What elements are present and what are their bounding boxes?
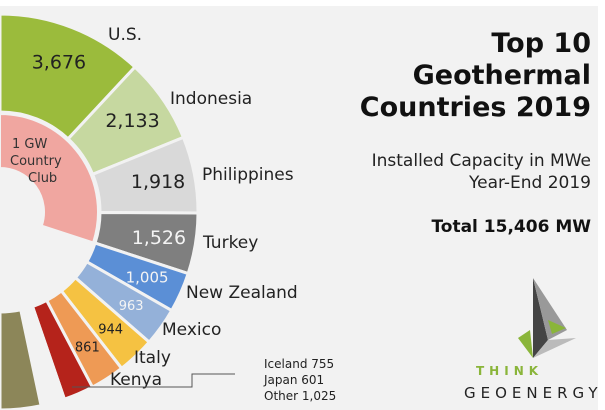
value-label: 944 xyxy=(98,322,123,337)
value-label: 1,918 xyxy=(131,171,185,193)
inner-group-label: Country xyxy=(10,154,62,169)
value-label: 2,133 xyxy=(105,110,159,132)
inner-group-label: Club xyxy=(28,171,57,186)
category-label: New Zealand xyxy=(186,283,298,303)
category-label: Kenya xyxy=(110,370,162,390)
chart-subtitle: Installed Capacity in MWe Year-End 2019 xyxy=(372,150,591,194)
value-label: 3,676 xyxy=(32,52,86,74)
inner-group-arc xyxy=(0,112,99,244)
inner-group-label: 1 GW xyxy=(12,137,47,152)
value-label: 1,005 xyxy=(126,268,169,286)
category-label: U.S. xyxy=(108,25,142,45)
category-label: Italy xyxy=(134,348,171,368)
side-note-japan: Japan 601 xyxy=(264,373,325,387)
value-label: 861 xyxy=(75,341,100,356)
category-label: Turkey xyxy=(202,233,258,253)
category-label: Philippines xyxy=(202,165,294,185)
category-label: Mexico xyxy=(162,320,221,340)
side-note-other: Other 1,025 xyxy=(264,389,337,403)
category-label: Indonesia xyxy=(170,89,252,109)
value-label: 1,526 xyxy=(132,227,186,249)
total-label: Total 15,406 MW xyxy=(431,217,591,237)
side-note: Iceland 755 Japan 601 Other 1,025 xyxy=(264,356,336,404)
subtitle-line-1: Installed Capacity in MWe xyxy=(371,151,591,171)
brand-line-1: THINK xyxy=(476,364,544,378)
brand-line-2: GEOENERGY xyxy=(464,384,603,402)
leader-line xyxy=(72,373,235,388)
value-label: 963 xyxy=(119,299,144,314)
slice-other xyxy=(0,308,43,410)
subtitle-line-2: Year-End 2019 xyxy=(468,173,591,193)
chart-title: Top 10 Geothermal Countries 2019 xyxy=(359,28,591,123)
side-note-iceland: Iceland 755 xyxy=(264,357,335,371)
